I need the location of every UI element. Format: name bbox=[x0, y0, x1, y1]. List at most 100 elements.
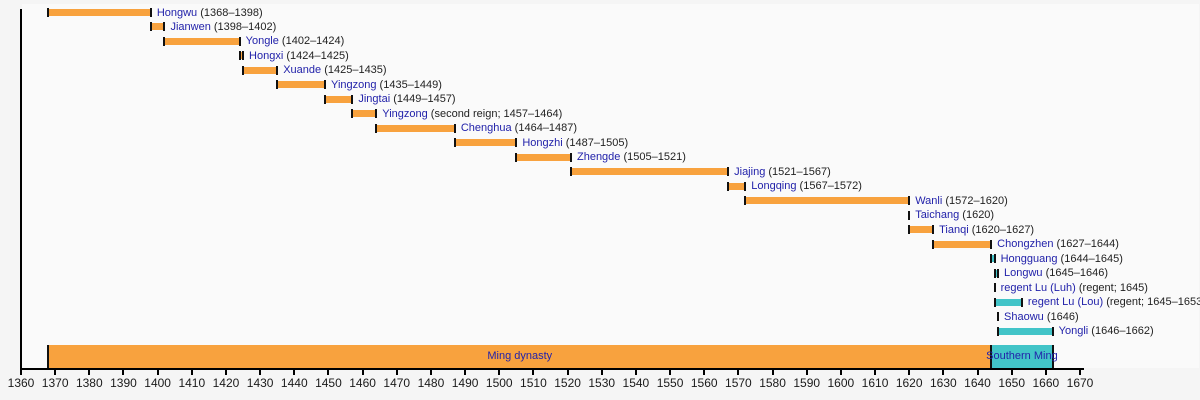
reign-link-jianwen-1398[interactable]: Jianwen bbox=[170, 20, 211, 33]
reign-bar-cap-jingtai-1449 bbox=[351, 94, 354, 104]
reign-link-hongxi-1424[interactable]: Hongxi bbox=[249, 49, 284, 62]
reign-dates-taichang-1620: (1620) bbox=[959, 209, 995, 222]
reign-link-hongguang-1644[interactable]: Hongguang bbox=[1000, 252, 1058, 265]
reign-link-longwu-1645[interactable]: Longwu bbox=[1004, 267, 1043, 280]
reign-dates-xuande-1425: (1425–1435) bbox=[321, 64, 387, 77]
reign-link-jiajing-1521[interactable]: Jiajing bbox=[734, 165, 766, 178]
band-link-southern-ming[interactable]: Southern Ming bbox=[986, 350, 1058, 362]
reign-bar-cap-hongwu-1368 bbox=[47, 8, 50, 17]
reign-bar-cap-jianwen-1398 bbox=[149, 22, 152, 32]
band-cap-ming-dynasty bbox=[47, 345, 50, 368]
reign-link-shaowu-1646[interactable]: Shaowu bbox=[1004, 310, 1044, 323]
axis-tick-label-1530: 1530 bbox=[588, 376, 616, 390]
axis-tick-1630 bbox=[942, 368, 945, 375]
reign-bar-cap-tianqi-1620 bbox=[932, 225, 935, 235]
reign-bar-cap-shaowu-1646 bbox=[997, 312, 999, 322]
reign-bar-yongle-1402 bbox=[164, 37, 240, 45]
reign-bar-hongxi-1424 bbox=[239, 52, 244, 60]
reign-link-taichang-1620[interactable]: Taichang bbox=[915, 209, 960, 222]
reign-bar-xuande-1425 bbox=[243, 66, 278, 74]
reign-label-hongxi-1424: Hongxi (1424–1425) bbox=[249, 49, 349, 63]
reign-bar-cap-zhengde-1505 bbox=[515, 152, 518, 162]
reign-dates-wanli-1572: (1572–1620) bbox=[942, 194, 1008, 207]
reign-label-shaowu-1646: Shaowu (1646) bbox=[1004, 310, 1079, 324]
reign-link-zhengde-1505[interactable]: Zhengde bbox=[576, 151, 621, 164]
reign-bar-cap-yongle-1402 bbox=[238, 36, 241, 46]
reign-dates-regent-lu-luh-1645: (regent; 1645) bbox=[1075, 281, 1148, 294]
reign-link-hongwu-1368[interactable]: Hongwu bbox=[156, 6, 198, 19]
axis-tick-label-1480: 1480 bbox=[417, 376, 445, 390]
reign-link-xuande-1425[interactable]: Xuande bbox=[283, 64, 322, 77]
reign-bar-cap-regent-lu-lou-1645 bbox=[993, 297, 996, 307]
reign-link-yingzong-1457[interactable]: Yingzong bbox=[382, 107, 428, 120]
band-link-ming-dynasty[interactable]: Ming dynasty bbox=[487, 350, 553, 362]
axis-tick-1430 bbox=[259, 368, 262, 375]
reign-label-regent-lu-lou-1645: regent Lu (Lou) (regent; 1645–1653) bbox=[1028, 295, 1200, 309]
reign-link-yongli-1646[interactable]: Yongli bbox=[1058, 325, 1089, 338]
reign-link-longqing-1567[interactable]: Longqing bbox=[751, 180, 797, 193]
reign-link-jingtai-1449[interactable]: Jingtai bbox=[358, 93, 391, 106]
reign-bar-cap-yingzong-1457 bbox=[351, 109, 354, 119]
reign-bar-yingzong-1457 bbox=[352, 110, 377, 118]
reign-dates-longqing-1567: (1567–1572) bbox=[796, 180, 862, 193]
axis-tick-label-1580: 1580 bbox=[759, 376, 786, 390]
band-cap-southern-ming bbox=[1051, 345, 1054, 368]
reign-bar-hongzhi-1487 bbox=[454, 139, 517, 147]
reign-link-regent-lu-lou-1645[interactable]: regent Lu (Lou) bbox=[1027, 296, 1104, 309]
axis-tick-label-1620: 1620 bbox=[895, 376, 923, 390]
reign-bar-cap-jiajing-1521 bbox=[569, 167, 572, 177]
reign-dates-hongwu-1368: (1368–1398) bbox=[197, 6, 263, 19]
reign-bar-cap-xuande-1425 bbox=[276, 65, 279, 75]
reign-link-chenghua-1464[interactable]: Chenghua bbox=[460, 122, 512, 135]
reign-bar-longqing-1567 bbox=[728, 182, 746, 190]
axis-tick-label-1590: 1590 bbox=[793, 376, 821, 390]
reign-link-hongzhi-1487[interactable]: Hongzhi bbox=[522, 136, 563, 149]
x-axis-line bbox=[20, 368, 1084, 370]
axis-tick-label-1390: 1390 bbox=[110, 376, 137, 390]
axis-tick-label-1670: 1670 bbox=[1066, 376, 1094, 390]
reign-link-tianqi-1620[interactable]: Tianqi bbox=[939, 223, 969, 236]
axis-tick-label-1410: 1410 bbox=[178, 376, 206, 390]
reign-dates-jingtai-1449: (1449–1457) bbox=[390, 93, 456, 106]
axis-tick-label-1460: 1460 bbox=[349, 376, 376, 390]
axis-tick-label-1650: 1650 bbox=[998, 376, 1026, 390]
reign-link-yongle-1402[interactable]: Yongle bbox=[245, 35, 279, 48]
reign-bar-cap-hongguang-1644 bbox=[993, 254, 996, 264]
axis-tick-label-1550: 1550 bbox=[656, 376, 684, 390]
axis-tick-label-1510: 1510 bbox=[520, 376, 547, 390]
axis-tick-label-1520: 1520 bbox=[554, 376, 581, 390]
axis-tick-1460 bbox=[361, 368, 364, 375]
band-southern-ming bbox=[991, 345, 1053, 368]
reign-link-wanli-1572[interactable]: Wanli bbox=[915, 194, 943, 207]
reign-bar-cap-taichang-1620 bbox=[908, 210, 911, 220]
reign-link-yingzong-1435[interactable]: Yingzong bbox=[331, 78, 377, 91]
reign-label-zhengde-1505: Zhengde (1505–1521) bbox=[577, 150, 686, 164]
reign-label-taichang-1620: Taichang (1620) bbox=[915, 208, 994, 222]
reign-label-yingzong-1457: Yingzong (second reign; 1457–1464) bbox=[382, 107, 562, 121]
reign-dates-shaowu-1646: (1646) bbox=[1043, 310, 1079, 323]
axis-tick-1370 bbox=[54, 368, 57, 375]
axis-tick-label-1660: 1660 bbox=[1032, 376, 1060, 390]
reign-bar-tianqi-1620 bbox=[909, 226, 934, 234]
axis-tick-1600 bbox=[839, 368, 842, 375]
reign-bar-cap-hongguang-1644 bbox=[990, 254, 993, 264]
reign-label-hongguang-1644: Hongguang (1644–1645) bbox=[1001, 252, 1123, 266]
reign-dates-hongzhi-1487: (1487–1505) bbox=[562, 136, 629, 149]
axis-tick-label-1440: 1440 bbox=[280, 376, 308, 390]
axis-tick-label-1560: 1560 bbox=[690, 376, 718, 390]
reign-link-regent-lu-luh-1645[interactable]: regent Lu (Luh) bbox=[1000, 281, 1076, 294]
axis-tick-1440 bbox=[293, 368, 296, 375]
axis-tick-1380 bbox=[88, 368, 91, 375]
reign-bar-cap-yingzong-1435 bbox=[276, 80, 279, 90]
reign-label-wanli-1572: Wanli (1572–1620) bbox=[915, 194, 1008, 208]
reign-label-jianwen-1398: Jianwen (1398–1402) bbox=[170, 20, 276, 34]
axis-tick-1500 bbox=[498, 368, 501, 375]
reign-label-yongli-1646: Yongli (1646–1662) bbox=[1059, 324, 1154, 338]
reign-bar-cap-jianwen-1398 bbox=[163, 22, 166, 32]
reign-label-hongzhi-1487: Hongzhi (1487–1505) bbox=[522, 136, 628, 150]
reign-link-chongzhen-1627[interactable]: Chongzhen bbox=[997, 238, 1054, 251]
reign-label-longwu-1645: Longwu (1645–1646) bbox=[1004, 266, 1108, 280]
axis-tick-1480 bbox=[429, 368, 432, 375]
axis-tick-1450 bbox=[327, 368, 330, 375]
reign-dates-yingzong-1457: (second reign; 1457–1464) bbox=[427, 107, 563, 120]
